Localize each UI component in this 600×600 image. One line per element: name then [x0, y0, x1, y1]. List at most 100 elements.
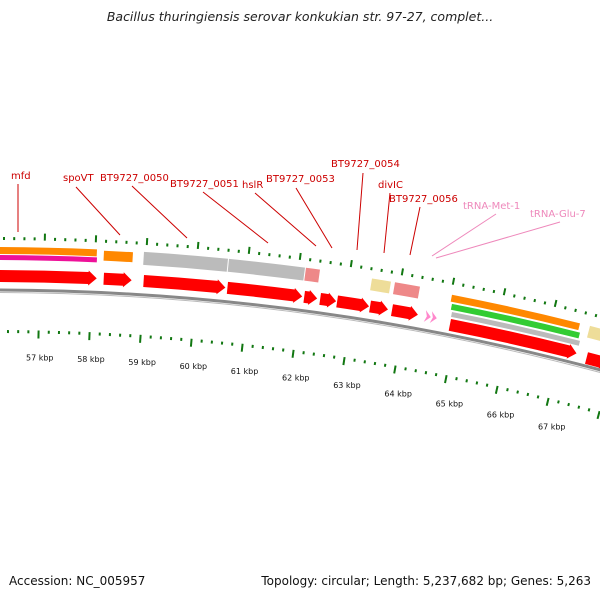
bt0056-pink-band: [392, 282, 420, 299]
inner-tick: [455, 377, 458, 381]
trna-chevron: [423, 310, 431, 322]
outer-tick: [462, 283, 465, 287]
kbp-label: 66 kbp: [487, 410, 515, 419]
outer-tick: [451, 277, 456, 285]
leader-line: [254, 192, 317, 247]
leader-line: [131, 185, 188, 239]
right-cds: [448, 318, 577, 359]
outer-tick: [553, 299, 558, 308]
summary-text: Topology: circular; Length: 5,237,682 bp…: [261, 574, 591, 588]
inner-tick: [596, 410, 600, 420]
kbp-label: 61 kbp: [231, 367, 259, 376]
map-title: Bacillus thuringiensis serovar konkukian…: [106, 9, 494, 24]
bt0050-cds: [143, 274, 226, 295]
bt0051-cds: [226, 281, 303, 303]
right-gray-band: [451, 312, 580, 346]
bt0056-cds: [390, 304, 418, 321]
mfd-orange-band: [0, 247, 97, 257]
outer-tick: [411, 273, 414, 278]
gene-label: hslR: [242, 180, 263, 191]
inner-tick: [404, 367, 407, 371]
kbp-label: 67 kbp: [538, 423, 566, 432]
hslR-pink-band: [304, 267, 320, 283]
outer-tick: [400, 268, 404, 276]
leader-line: [356, 172, 364, 251]
inner-tick: [475, 381, 479, 385]
inner-tick: [342, 356, 346, 366]
bt0050-gray-band: [143, 251, 228, 272]
right-cds-2: [584, 352, 600, 369]
kbp-label: 65 kbp: [436, 399, 464, 408]
outer-tick: [472, 285, 475, 289]
inner-tick: [526, 392, 530, 397]
backbone-track: [0, 288, 600, 374]
bt0051-gray-band: [227, 258, 305, 281]
gene-label: BT9727_0051: [170, 179, 239, 190]
outer-tick: [513, 294, 516, 298]
outer-tick: [564, 306, 567, 310]
gene-label: mfd: [11, 171, 31, 182]
backbone-line: [0, 288, 600, 372]
gene-label: BT9727_0054: [331, 159, 400, 170]
inner-tick: [240, 343, 244, 352]
inner-tick-ruler: [6, 330, 600, 420]
leader-line: [383, 192, 391, 254]
gene-label: BT9727_0056: [389, 194, 458, 205]
outer-tick: [584, 311, 588, 315]
outer-tick: [431, 277, 434, 281]
mfd-magenta-band: [0, 255, 97, 263]
kbp-label: 60 kbp: [180, 362, 208, 371]
backbone-shadow: [0, 292, 600, 374]
inner-tick: [414, 369, 417, 373]
inner-tick: [567, 402, 570, 407]
kbp-label: 58 kbp: [77, 355, 105, 364]
leader-line: [75, 186, 121, 236]
right-orange-band: [450, 294, 580, 331]
outer-tick: [523, 296, 526, 300]
kbp-label: 59 kbp: [128, 358, 156, 367]
gene-label: BT9727_0053: [266, 174, 335, 185]
outer-tick: [482, 287, 485, 292]
spoVT-orange-band: [103, 250, 133, 263]
inner-tick: [465, 379, 468, 383]
right-yellow-band: [587, 325, 600, 341]
inner-tick: [291, 349, 295, 358]
inner-tick: [189, 338, 193, 347]
leader-line: [435, 221, 561, 259]
gene-label: BT9727_0050: [100, 173, 169, 184]
inner-tick: [494, 385, 499, 394]
leader-line: [202, 191, 269, 244]
feature-tracks: [0, 247, 600, 369]
outer-tick: [349, 259, 353, 268]
outer-tick: [247, 246, 251, 254]
kbp-label: 63 kbp: [333, 381, 361, 390]
outer-tick: [574, 308, 577, 313]
right-green-band: [450, 303, 580, 339]
outer-tick: [543, 301, 547, 305]
outer-tick: [502, 288, 507, 296]
inner-tick: [424, 371, 428, 375]
inner-tick: [577, 405, 581, 409]
outer-tick: [421, 275, 424, 280]
accession-text: Accession: NC_005957: [9, 574, 146, 588]
inner-tick: [434, 372, 438, 377]
divIC-yellow-band: [370, 278, 391, 294]
gene-label: divIC: [378, 180, 403, 191]
inner-tick: [516, 390, 519, 394]
inner-tick: [139, 334, 142, 343]
leader-line: [295, 187, 333, 249]
bt0053-cds: [319, 292, 337, 308]
gene-label: tRNA-Glu-7: [530, 209, 586, 220]
bt0054-cds: [336, 295, 370, 313]
outer-tick: [492, 289, 496, 294]
outer-tick: [196, 241, 200, 250]
outer-tick: [533, 298, 537, 303]
outer-tick: [594, 313, 598, 318]
gene-label: tRNA-Met-1: [463, 201, 520, 212]
kbp-label: 62 kbp: [282, 373, 310, 382]
inner-tick: [536, 395, 540, 399]
hslR-cds: [303, 289, 318, 305]
inner-tick: [444, 374, 448, 384]
